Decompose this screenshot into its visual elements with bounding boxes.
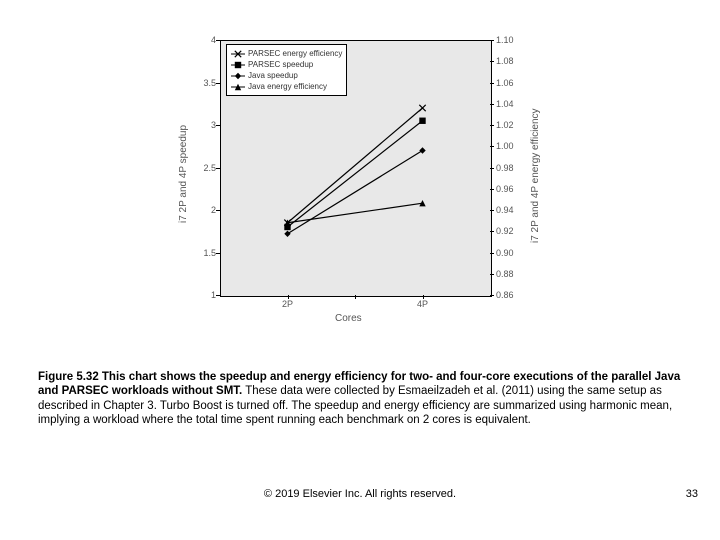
legend-item: Java speedup xyxy=(231,70,342,81)
x-marker xyxy=(419,105,425,111)
legend: PARSEC energy efficiencyPARSEC speedupJa… xyxy=(226,44,347,96)
legend-item: Java energy efficiency xyxy=(231,81,342,92)
legend-marker-icon xyxy=(231,60,245,70)
square-marker xyxy=(419,118,425,124)
square-marker xyxy=(235,61,241,67)
copyright-text: © 2019 Elsevier Inc. All rights reserved… xyxy=(0,488,720,500)
chart-container: 11.522.533.540.860.880.900.920.940.960.9… xyxy=(140,30,560,340)
diamond-marker xyxy=(235,72,241,78)
legend-label: Java speedup xyxy=(248,70,298,81)
legend-item: PARSEC energy efficiency xyxy=(231,48,342,59)
legend-item: PARSEC speedup xyxy=(231,59,342,70)
page-number: 33 xyxy=(686,488,698,500)
figure-caption: Figure 5.32 This chart shows the speedup… xyxy=(38,370,688,428)
diamond-marker xyxy=(419,147,425,153)
series-line xyxy=(288,151,423,234)
legend-label: Java energy efficiency xyxy=(248,81,327,92)
legend-marker-icon xyxy=(231,82,245,92)
series-line xyxy=(288,121,423,227)
slide: 11.522.533.540.860.880.900.920.940.960.9… xyxy=(0,0,720,540)
legend-label: PARSEC energy efficiency xyxy=(248,48,342,59)
legend-label: PARSEC speedup xyxy=(248,59,313,70)
chart-svg xyxy=(140,30,560,340)
legend-marker-icon xyxy=(231,49,245,59)
legend-marker-icon xyxy=(231,71,245,81)
diamond-marker xyxy=(284,231,290,237)
